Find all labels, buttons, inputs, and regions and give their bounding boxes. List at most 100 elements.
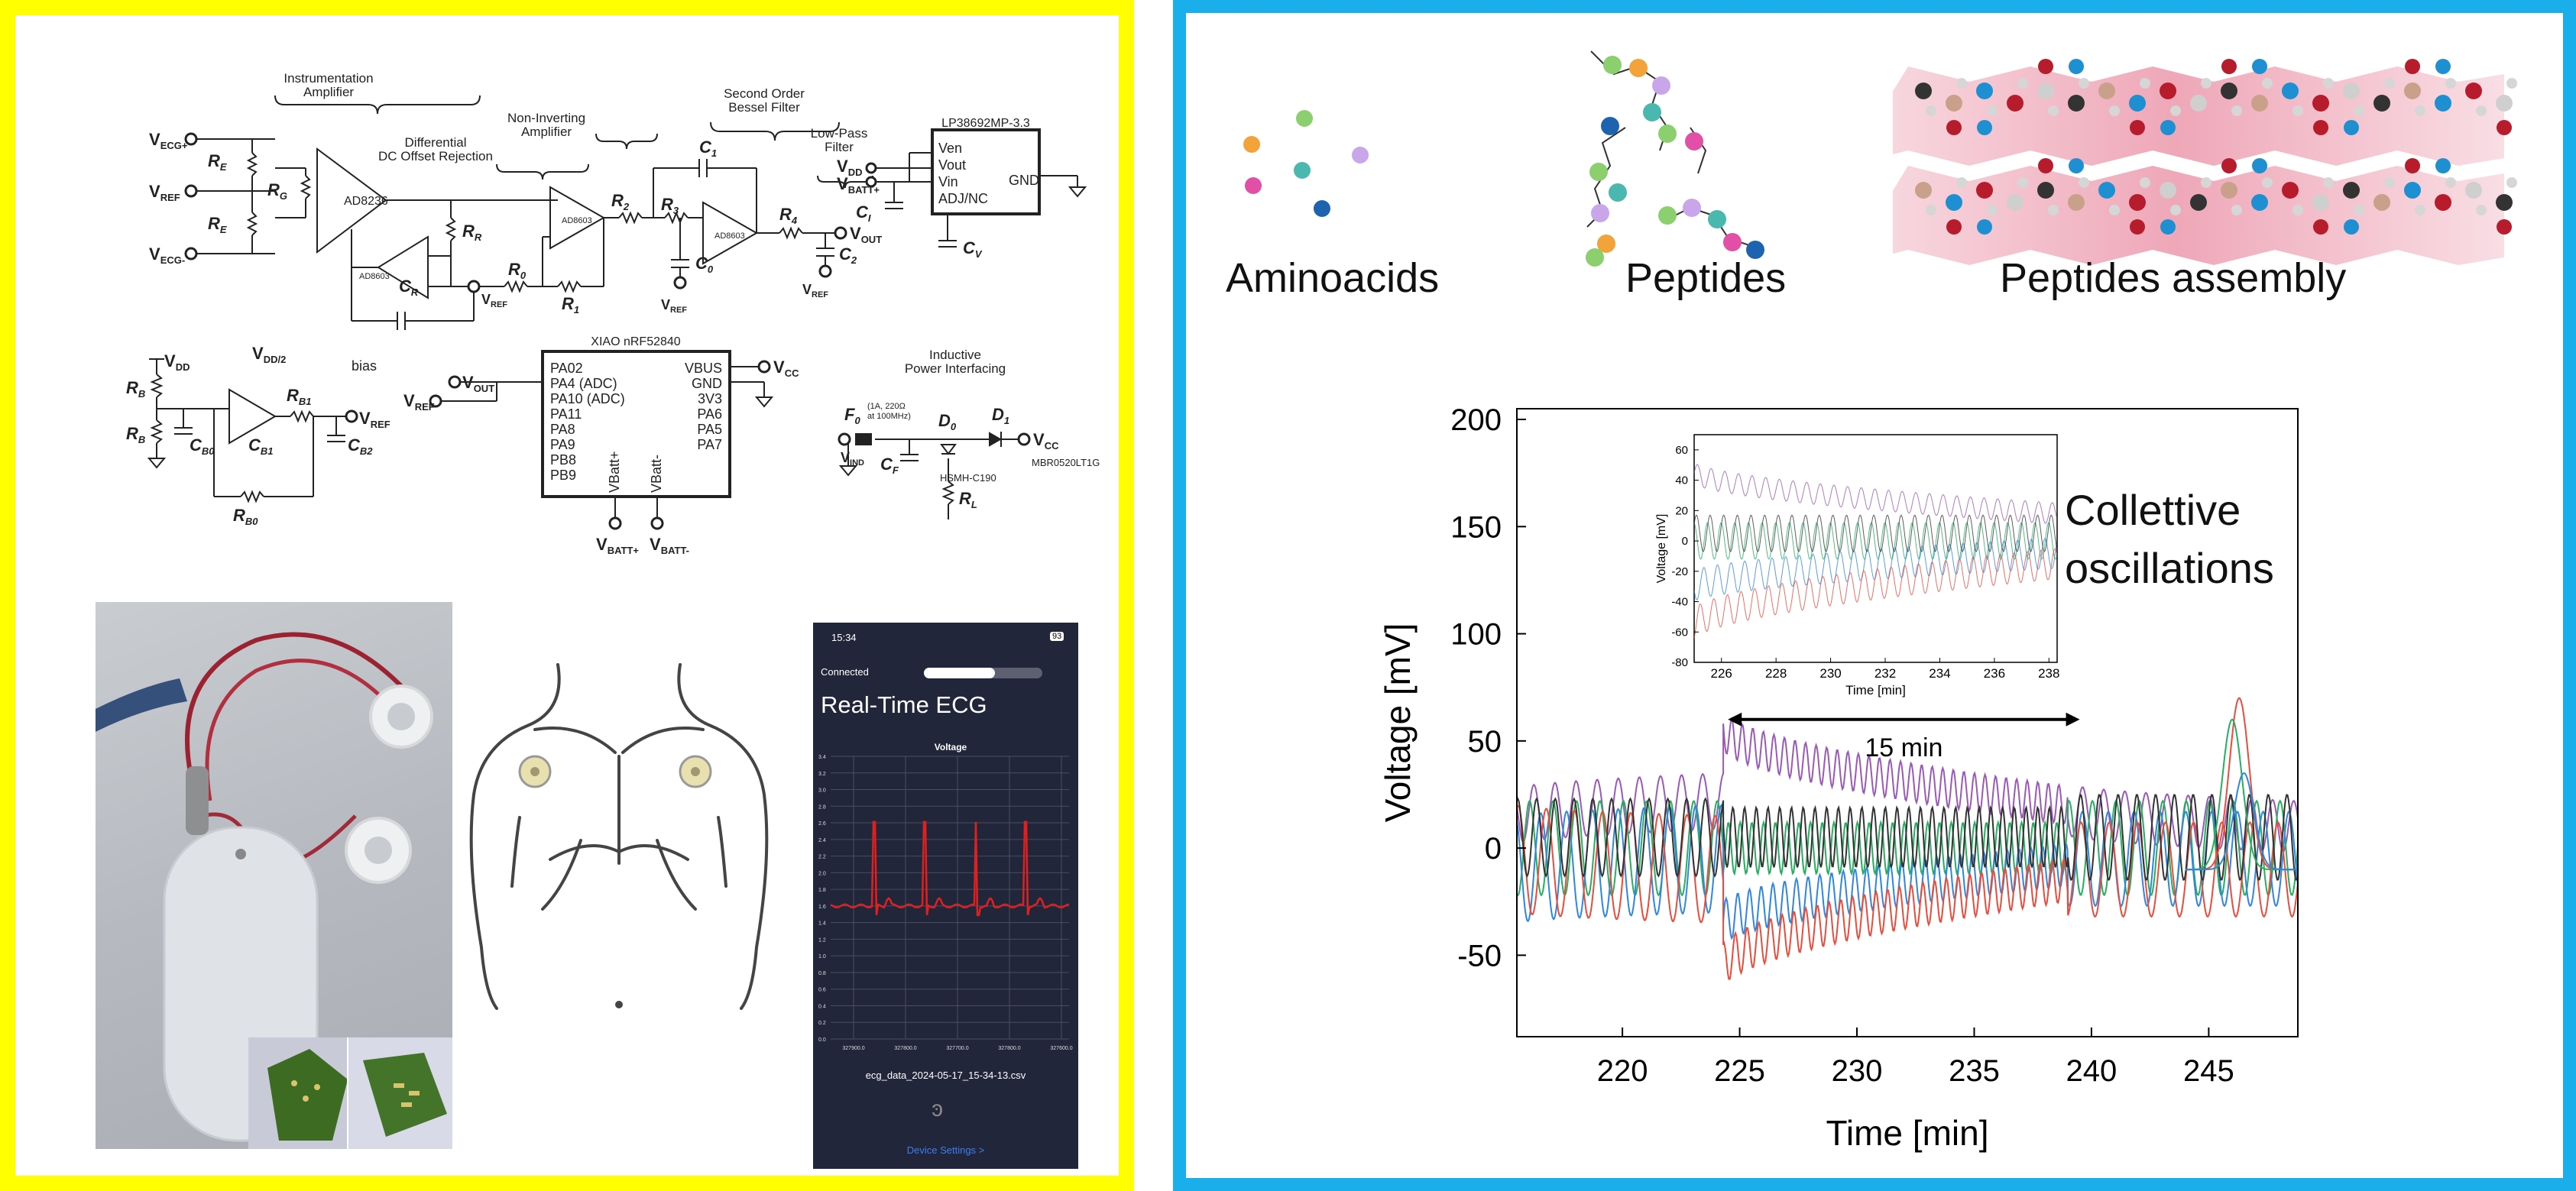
atom: [2465, 83, 2482, 99]
atom: [2069, 158, 2084, 173]
y-tick-label: 0: [1485, 832, 1502, 866]
mcu-pin-l0: PA02: [550, 361, 583, 376]
atom: [2160, 83, 2176, 99]
comp-c0: C0: [695, 254, 714, 275]
comp-r0: R0: [508, 260, 527, 281]
phone-chart-title: Voltage: [935, 742, 967, 752]
atom: [2435, 158, 2451, 173]
comp-re1: RE: [208, 151, 227, 173]
phone-y-tick: 3.4: [818, 755, 826, 760]
comp-cv: CV: [963, 238, 983, 260]
atom: [1915, 182, 1932, 199]
atom: [2098, 83, 2115, 99]
atom: [2068, 194, 2085, 211]
atom: [2373, 194, 2390, 211]
phone-y-tick: 1.2: [818, 937, 826, 943]
comp-ci: CI: [856, 202, 871, 224]
inset-x-tick: 228: [1765, 666, 1787, 681]
inset-y-tick: -80: [1671, 656, 1688, 669]
atom: [2190, 95, 2207, 112]
annotation-text: Collettive: [2065, 486, 2241, 534]
mcu-pin-b1: VBatt-: [649, 455, 664, 493]
atom: [2312, 194, 2329, 211]
plot-frame: [1516, 408, 2299, 1037]
bias-label: bias: [352, 358, 377, 374]
device-settings-link[interactable]: Device Settings >: [906, 1144, 985, 1156]
atom: [2343, 83, 2360, 99]
comp-cr: CR: [399, 277, 419, 298]
mcu-pin-r5: PA7: [697, 437, 722, 452]
aminoacids-label: Aminoacids: [1226, 255, 1440, 301]
x-axis-label: Time [min]: [1826, 1113, 1989, 1153]
atom: [1976, 83, 1993, 99]
span-label: 15 min: [1865, 733, 1943, 762]
net-vref-mcu: VREF: [403, 391, 435, 413]
atom: [2251, 194, 2268, 211]
comp-rg: RG: [267, 180, 287, 202]
phone-x-tick: 327600.0: [1050, 1046, 1072, 1051]
atom: [1946, 219, 1962, 235]
net-vref-bias: VREF: [359, 409, 390, 430]
phone-y-tick: 2.0: [818, 871, 826, 876]
atom: [2069, 59, 2084, 74]
comp-cb0: CB0: [190, 435, 215, 457]
comp-re2: RE: [208, 214, 227, 235]
atom: [2221, 158, 2237, 173]
inset-series-line: [1694, 464, 2057, 524]
phone-x-tick: 327700.0: [946, 1046, 968, 1051]
mcu-pin-l7: PB9: [550, 468, 576, 483]
y-tick-label: -50: [1457, 939, 1502, 973]
atom: [2404, 182, 2421, 199]
ldo-pin-2: Vin: [938, 174, 958, 189]
net-vout: VOUT: [850, 224, 882, 245]
x-tick-label: 225: [1714, 1054, 1765, 1088]
phone-y-tick: 1.4: [818, 921, 826, 927]
left-panel: Instrumentation Amplifier Differential DC …: [0, 0, 1134, 1191]
peptides-illustration: [1586, 50, 1764, 267]
comp-c2: C2: [839, 244, 857, 266]
comp-rb1: RB: [126, 378, 145, 400]
net-vcc-out: VCC: [1033, 430, 1059, 451]
comp-d1: D1: [992, 405, 1009, 426]
atom: [2129, 194, 2146, 211]
phone-y-tick: 0.2: [818, 1021, 826, 1026]
phone-x-tick: 327800.0: [894, 1046, 916, 1051]
led-label: HSMH-C190: [940, 472, 996, 484]
ad8603-c-label: AD8603: [714, 231, 745, 241]
atom: [2038, 59, 2053, 74]
atom: [1915, 83, 1932, 99]
atom: [2404, 83, 2421, 99]
comp-cf: CF: [880, 455, 899, 476]
series-line: [1517, 804, 2298, 980]
atom: [2129, 95, 2146, 112]
net-vdd-bias: VDD: [164, 351, 190, 373]
atom: [2252, 158, 2267, 173]
phone-y-tick: 2.4: [818, 838, 826, 843]
atom: [2251, 95, 2268, 112]
atom: [2160, 219, 2176, 235]
atom: [1946, 194, 1962, 211]
x-tick-label: 220: [1597, 1054, 1648, 1088]
atom: [2068, 95, 2085, 112]
lowpass-label: Low-Pass Filter: [811, 126, 868, 154]
inset-x-tick: 226: [1711, 666, 1732, 681]
inset-y-tick: -60: [1671, 626, 1688, 639]
inset-x-tick: 230: [1819, 666, 1841, 681]
net-vbatt-ldo: VBATT+: [837, 174, 880, 196]
ldo-title: LP38692MP-3.3: [941, 117, 1030, 130]
atom: [2037, 83, 2054, 99]
comp-rb2: RB: [126, 424, 145, 445]
inset-x-tick: 238: [2038, 666, 2059, 681]
peptides-assembly-illustration: [1893, 59, 2517, 265]
atom: [2221, 59, 2237, 74]
atom: [1946, 95, 1962, 112]
y-tick-label: 50: [1468, 725, 1502, 759]
atom: [2160, 120, 2176, 135]
inset-y-tick: 60: [1675, 444, 1688, 457]
comp-r4: R4: [779, 205, 798, 226]
circuit-schematic: Instrumentation Amplifier Differential DC …: [126, 71, 1100, 556]
series-line: [1517, 794, 2298, 881]
atom: [2465, 182, 2482, 199]
inset-series-line: [1694, 514, 2057, 552]
x-tick-label: 230: [1832, 1054, 1883, 1088]
